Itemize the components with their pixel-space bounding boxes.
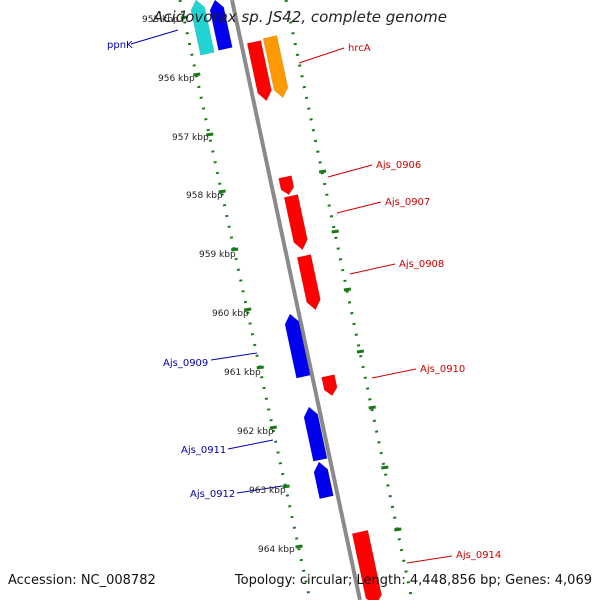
leader-line-ajs-0910: [371, 368, 417, 379]
gene-ajs-0909: [284, 313, 311, 379]
tick-marks: [178, 0, 414, 601]
scale-label: 962 kbp: [237, 427, 274, 437]
inner-tick-track: [178, 0, 312, 601]
gene-label-ajs-0914: Ajs_0914: [456, 550, 501, 561]
major-tick: [206, 132, 214, 137]
leader-line-ajs-0909: [210, 352, 258, 361]
scale-label: 958 kbp: [186, 191, 223, 201]
scale-label: 960 kbp: [212, 309, 249, 319]
gene-ajs-0910: [321, 374, 338, 397]
major-tick: [318, 169, 327, 174]
major-tick: [381, 465, 389, 470]
scale-label: 956 kbp: [158, 74, 195, 84]
gene-ajs-0907: [283, 194, 308, 251]
gene-ajs-0911: [303, 406, 328, 462]
major-tick: [331, 229, 339, 234]
gene-label-ppnk: ppnK: [107, 40, 133, 51]
major-tick: [180, 15, 189, 20]
accession-text: Accession: NC_008782: [8, 573, 156, 588]
outer-tick-track: [284, 0, 414, 601]
major-tick: [269, 425, 277, 430]
gene-label-ajs-0910: Ajs_0910: [420, 364, 465, 375]
gene-label-ajs-0906: Ajs_0906: [376, 160, 421, 171]
gene-labels: ppnK hrcA Ajs_0906 Ajs_0907 Ajs_0908 Ajs_0909…: [107, 29, 501, 564]
major-tick: [394, 527, 402, 532]
major-tick: [256, 365, 264, 370]
leader-line-hrca: [298, 47, 345, 64]
scale-labels: 955 kbp 956 kbp 957 kbp 958 kbp 959 kbp 960 k…: [142, 15, 295, 555]
gene-label-ajs-0909: Ajs_0909: [163, 358, 208, 369]
leader-line-ppnk: [130, 29, 179, 45]
gene-ajs-0906: [278, 175, 295, 196]
gene-ppnk: [190, 0, 215, 56]
scale-label: 959 kbp: [199, 250, 236, 260]
leader-line-ajs-0914: [406, 555, 453, 564]
gene-label-ajs-0912: Ajs_0912: [190, 489, 235, 500]
major-tick: [230, 247, 239, 252]
scale-label: 961 kbp: [224, 368, 261, 378]
major-tick: [282, 484, 290, 489]
scale-label: 964 kbp: [258, 545, 295, 555]
leader-line-ajs-0907: [336, 201, 382, 214]
major-tick: [295, 544, 303, 549]
leader-line-ajs-0908: [349, 263, 396, 275]
leader-line-ajs-0906: [327, 164, 373, 178]
genes: [190, 0, 382, 605]
gene-unlabeled-1: [209, 0, 233, 51]
major-tick: [356, 349, 365, 354]
gene-ajs-0908: [296, 254, 321, 311]
leader-line-ajs-0911: [227, 439, 274, 450]
gene-unlabeled-2: [246, 40, 272, 102]
map-title: Acidovorax sp. JS42, complete genome: [153, 8, 447, 26]
gene-label-ajs-0908: Ajs_0908: [399, 259, 444, 270]
gene-ajs-0912: [313, 461, 334, 500]
gene-hrca: [262, 35, 289, 99]
scale-label: 957 kbp: [172, 133, 209, 143]
major-tick: [368, 405, 376, 410]
scale-label: 963 kbp: [249, 486, 286, 496]
gene-label-ajs-0911: Ajs_0911: [181, 445, 226, 456]
genome-backbone: [230, 0, 362, 601]
scale-label: 955 kbp: [142, 15, 179, 25]
gene-label-hrca: hrcA: [348, 43, 371, 54]
major-tick: [343, 287, 352, 292]
summary-text: Topology: circular; Length: 4,448,856 bp…: [234, 573, 592, 588]
major-tick: [193, 72, 201, 77]
major-tick: [218, 189, 226, 194]
gene-label-ajs-0907: Ajs_0907: [385, 197, 430, 208]
major-tick: [243, 307, 252, 312]
leader-line-ajs-0912: [236, 485, 283, 494]
